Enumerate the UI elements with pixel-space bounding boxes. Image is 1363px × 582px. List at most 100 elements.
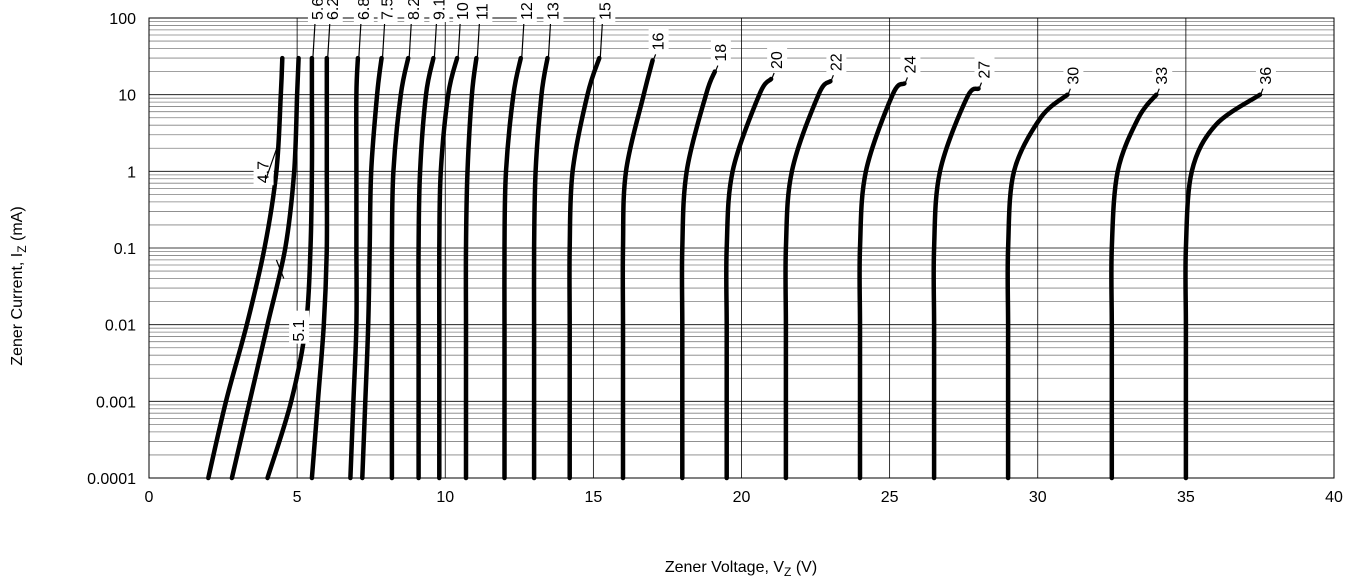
curve-label-30: 30 bbox=[1065, 67, 1082, 85]
curve-label-bg bbox=[648, 28, 669, 53]
curve-9.1 bbox=[416, 55, 436, 481]
curve-label-bg bbox=[826, 49, 847, 74]
curve-label-leader bbox=[653, 54, 657, 60]
y-tick-label: 0.001 bbox=[96, 394, 136, 411]
curve-5.6 bbox=[265, 55, 315, 481]
curve-label-leader bbox=[830, 74, 834, 81]
x-tick-label: 0 bbox=[145, 489, 154, 506]
curve-label-13: 13 bbox=[545, 2, 562, 20]
curve-label-leader bbox=[521, 23, 525, 58]
curve-label-bg bbox=[767, 47, 788, 72]
curve-label-5.6: 5.6 bbox=[310, 0, 327, 20]
curve-22 bbox=[783, 78, 833, 481]
curve-label-leader bbox=[433, 23, 437, 58]
curve-10 bbox=[436, 55, 460, 481]
curve-label-16: 16 bbox=[651, 32, 668, 50]
curve-label-bg bbox=[1255, 62, 1276, 87]
x-axis-title-tail: (V) bbox=[791, 559, 817, 576]
y-tick-label: 10 bbox=[118, 88, 136, 105]
curve-label-24: 24 bbox=[902, 56, 919, 74]
curve-label-leader bbox=[599, 23, 603, 58]
curve-24 bbox=[857, 81, 907, 481]
x-axis-title: Zener Voltage, VZ (V) bbox=[665, 559, 817, 579]
curve-13 bbox=[531, 55, 550, 481]
curve-20 bbox=[724, 76, 774, 481]
x-tick-labels: 0 5 10 15 20 25 30 35 40 bbox=[145, 489, 1343, 506]
x-axis-title-subscript: Z bbox=[784, 565, 791, 579]
curve-7.5 bbox=[360, 55, 384, 481]
curve-6.8 bbox=[348, 55, 361, 481]
curve-label-bg bbox=[710, 39, 731, 64]
curve-6.2 bbox=[309, 55, 330, 481]
curve-label-leader bbox=[771, 72, 775, 79]
curve-label-10: 10 bbox=[455, 2, 472, 20]
curve-label-9.1: 9.1 bbox=[431, 0, 448, 20]
curve-5.1 bbox=[229, 55, 301, 481]
curve-4.7 bbox=[206, 55, 285, 481]
curve-label-bg bbox=[595, 0, 616, 22]
y-axis-title-tail: (mA) bbox=[9, 206, 26, 245]
x-tick-label: 15 bbox=[584, 489, 602, 506]
y-tick-label: 1 bbox=[127, 164, 136, 181]
y-tick-label: 100 bbox=[109, 11, 136, 28]
curve-label-leader bbox=[978, 82, 983, 88]
curve-label-27: 27 bbox=[977, 61, 994, 79]
curve-label-20: 20 bbox=[769, 51, 786, 69]
zener-curves bbox=[206, 55, 1263, 481]
curve-label-leader bbox=[547, 23, 552, 58]
curve-label-bg bbox=[1152, 62, 1173, 87]
x-tick-label: 35 bbox=[1177, 489, 1195, 506]
curve-label-leader bbox=[457, 23, 461, 58]
curve-label-6.8: 6.8 bbox=[356, 0, 373, 20]
curve-label-bg bbox=[253, 152, 274, 186]
curve-label-bg bbox=[429, 0, 450, 22]
x-tick-label: 20 bbox=[733, 489, 751, 506]
curve-label-36: 36 bbox=[1258, 67, 1275, 85]
x-tick-label: 40 bbox=[1325, 489, 1343, 506]
curve-label-8.2: 8.2 bbox=[406, 0, 423, 20]
curve-label-12: 12 bbox=[519, 2, 536, 20]
x-tick-label: 30 bbox=[1029, 489, 1047, 506]
curve-label-bg bbox=[543, 0, 564, 22]
y-tick-label: 0.1 bbox=[114, 241, 136, 258]
curve-36 bbox=[1183, 92, 1263, 481]
curve-label-15: 15 bbox=[597, 2, 614, 20]
x-tick-label: 5 bbox=[293, 489, 302, 506]
curve-label-bg bbox=[1063, 62, 1084, 87]
curve-27 bbox=[931, 86, 981, 481]
curve-8.2 bbox=[389, 55, 411, 481]
y-tick-label: 0.01 bbox=[105, 318, 136, 335]
curve-label-bg bbox=[404, 0, 425, 22]
curve-label-11: 11 bbox=[474, 3, 491, 20]
plot-frame bbox=[148, 17, 1335, 479]
curve-15 bbox=[567, 55, 602, 481]
curve-label-4.7: 4.7 bbox=[256, 161, 273, 183]
curve-label-leader bbox=[312, 23, 316, 58]
curve-label-leader bbox=[265, 144, 279, 179]
curve-label-leader bbox=[1067, 88, 1071, 94]
curve-label-bg bbox=[322, 0, 343, 22]
curve-label-18: 18 bbox=[713, 44, 730, 62]
curve-11 bbox=[463, 55, 479, 481]
curve-label-leader bbox=[904, 77, 908, 83]
y-axis-title-main: Zener Current, I bbox=[9, 253, 26, 366]
curve-label-33: 33 bbox=[1154, 67, 1171, 85]
curve-30 bbox=[1005, 92, 1070, 481]
curve-label-leader bbox=[358, 23, 362, 58]
y-axis-title: Zener Current, IZ (mA) bbox=[9, 206, 29, 365]
y-tick-labels: 0.0001 0.001 0.01 0.1 1 10 100 bbox=[87, 11, 136, 488]
curve-label-leader bbox=[381, 23, 386, 58]
x-tick-label: 10 bbox=[436, 489, 454, 506]
curve-12 bbox=[502, 55, 524, 481]
curve-33 bbox=[1109, 92, 1159, 481]
curve-label-bg bbox=[900, 51, 921, 76]
curve-label-6.2: 6.2 bbox=[325, 0, 342, 20]
curve-label-bg bbox=[453, 0, 474, 22]
y-tick-label: 0.0001 bbox=[87, 471, 136, 488]
x-axis-title-main: Zener Voltage, V bbox=[665, 559, 785, 576]
curve-label-bg bbox=[353, 0, 374, 22]
curve-label-leader bbox=[1260, 88, 1264, 94]
curve-18 bbox=[679, 69, 718, 481]
curve-label-leader bbox=[1156, 88, 1160, 94]
curve-label-22: 22 bbox=[828, 53, 845, 71]
